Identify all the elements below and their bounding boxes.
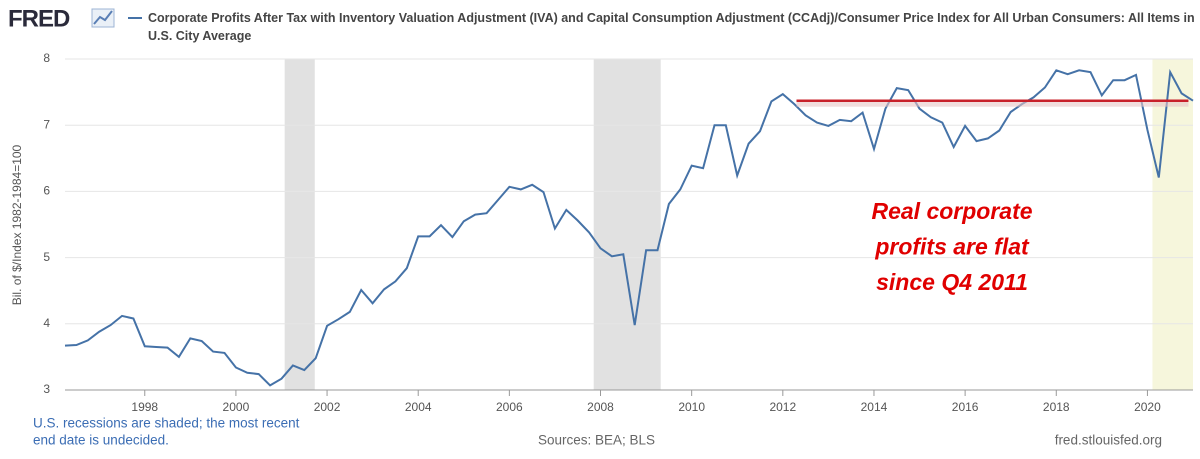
x-tick-label: 2018 (1043, 400, 1070, 414)
x-tick-label: 2020 (1134, 400, 1161, 414)
x-tick-label: 2004 (405, 400, 432, 414)
y-tick-label: 7 (43, 117, 50, 131)
x-tick-label: 2012 (769, 400, 796, 414)
y-tick-label: 3 (43, 382, 50, 396)
site: fred.stlouisfed.org (1055, 433, 1162, 448)
sources: Sources: BEA; BLS (538, 433, 655, 448)
recession-band (593, 59, 661, 390)
recession-note: U.S. recessions are shaded; the most rec… (33, 416, 300, 431)
x-tick-label: 2006 (496, 400, 523, 414)
recession-band (284, 59, 315, 390)
x-tick-label: 2000 (223, 400, 250, 414)
x-tick-label: 2016 (952, 400, 979, 414)
logo-line (93, 10, 113, 25)
x-tick-label: 2008 (587, 400, 614, 414)
recession-note: end date is undecided. (33, 433, 169, 448)
y-axis-label: Bil. of $/Index 1982-1984=100 (10, 144, 24, 305)
y-tick-label: 8 (43, 51, 50, 65)
logo-icon (91, 8, 115, 28)
y-tick-label: 4 (43, 316, 50, 330)
plot-background (284, 59, 1193, 390)
y-tick-label: 6 (43, 184, 50, 198)
legend-entry: Corporate Profits After Tax with Invento… (148, 11, 1195, 43)
annotation: Real corporate (871, 198, 1032, 224)
recession-band (1152, 59, 1193, 390)
reference-line-shadow (796, 100, 1189, 107)
x-tick-label: 2010 (678, 400, 705, 414)
x-tick-label: 2014 (861, 400, 888, 414)
annotation: since Q4 2011 (876, 269, 1028, 295)
logo: FRED (8, 5, 70, 32)
x-tick-label: 2002 (314, 400, 341, 414)
annotation: profits are flat (874, 234, 1030, 260)
series-line (64, 68, 1194, 387)
y-tick-label: 5 (43, 250, 50, 264)
x-tick-label: 1998 (131, 400, 158, 414)
